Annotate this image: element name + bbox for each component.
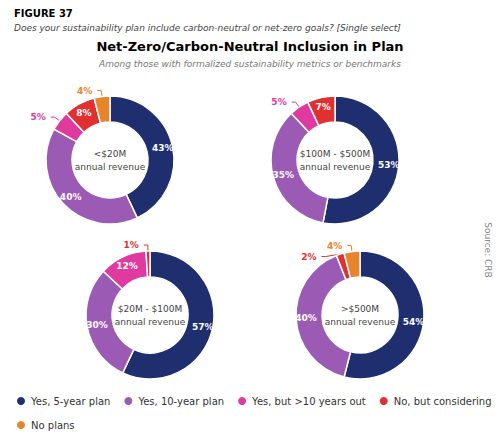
- svg-text:57%: 57%: [192, 322, 214, 332]
- svg-text:5%: 5%: [30, 112, 45, 122]
- svg-text:2%: 2%: [301, 252, 316, 262]
- svg-text:Yes, but >10 years out: Yes, but >10 years out: [251, 396, 366, 407]
- svg-text:No plans: No plans: [31, 420, 75, 431]
- svg-text:No, but considering: No, but considering: [394, 396, 492, 407]
- svg-text:annual revenue: annual revenue: [325, 317, 396, 327]
- svg-text:40%: 40%: [60, 192, 82, 202]
- svg-text:Yes, 5-year plan: Yes, 5-year plan: [30, 396, 110, 407]
- svg-text:35%: 35%: [272, 170, 294, 180]
- svg-text:4%: 4%: [327, 241, 342, 251]
- svg-text:8%: 8%: [76, 108, 91, 118]
- svg-text:$100M - $500M: $100M - $500M: [300, 149, 370, 159]
- svg-text:40%: 40%: [295, 313, 317, 323]
- svg-text:1%: 1%: [124, 240, 139, 250]
- svg-text:53%: 53%: [378, 160, 400, 170]
- svg-text:$20M - $100M: $20M - $100M: [118, 304, 183, 314]
- svg-text:Yes, 10-year plan: Yes, 10-year plan: [137, 396, 224, 407]
- svg-text:annual revenue: annual revenue: [75, 162, 146, 172]
- svg-text:Does your sustainability plan: Does your sustainability plan include ca…: [14, 23, 401, 33]
- svg-text:<$20M: <$20M: [94, 149, 126, 159]
- svg-text:annual revenue: annual revenue: [115, 317, 186, 327]
- svg-text:54%: 54%: [403, 317, 425, 327]
- svg-text:FIGURE 37: FIGURE 37: [14, 8, 73, 19]
- svg-text:4%: 4%: [77, 86, 92, 96]
- svg-text:12%: 12%: [116, 261, 138, 271]
- svg-text:7%: 7%: [316, 102, 331, 112]
- svg-text:Source: CRB: Source: CRB: [483, 222, 493, 278]
- svg-text:Among those with formalized su: Among those with formalized sustainabili…: [98, 59, 401, 69]
- svg-text:Net-Zero/Carbon-Neutral Inclus: Net-Zero/Carbon-Neutral Inclusion in Pla…: [96, 39, 403, 54]
- svg-text:30%: 30%: [86, 320, 108, 330]
- svg-text:annual revenue: annual revenue: [300, 162, 371, 172]
- svg-text:5%: 5%: [271, 97, 286, 107]
- svg-text:>$500M: >$500M: [341, 304, 379, 314]
- svg-text:43%: 43%: [152, 143, 174, 153]
